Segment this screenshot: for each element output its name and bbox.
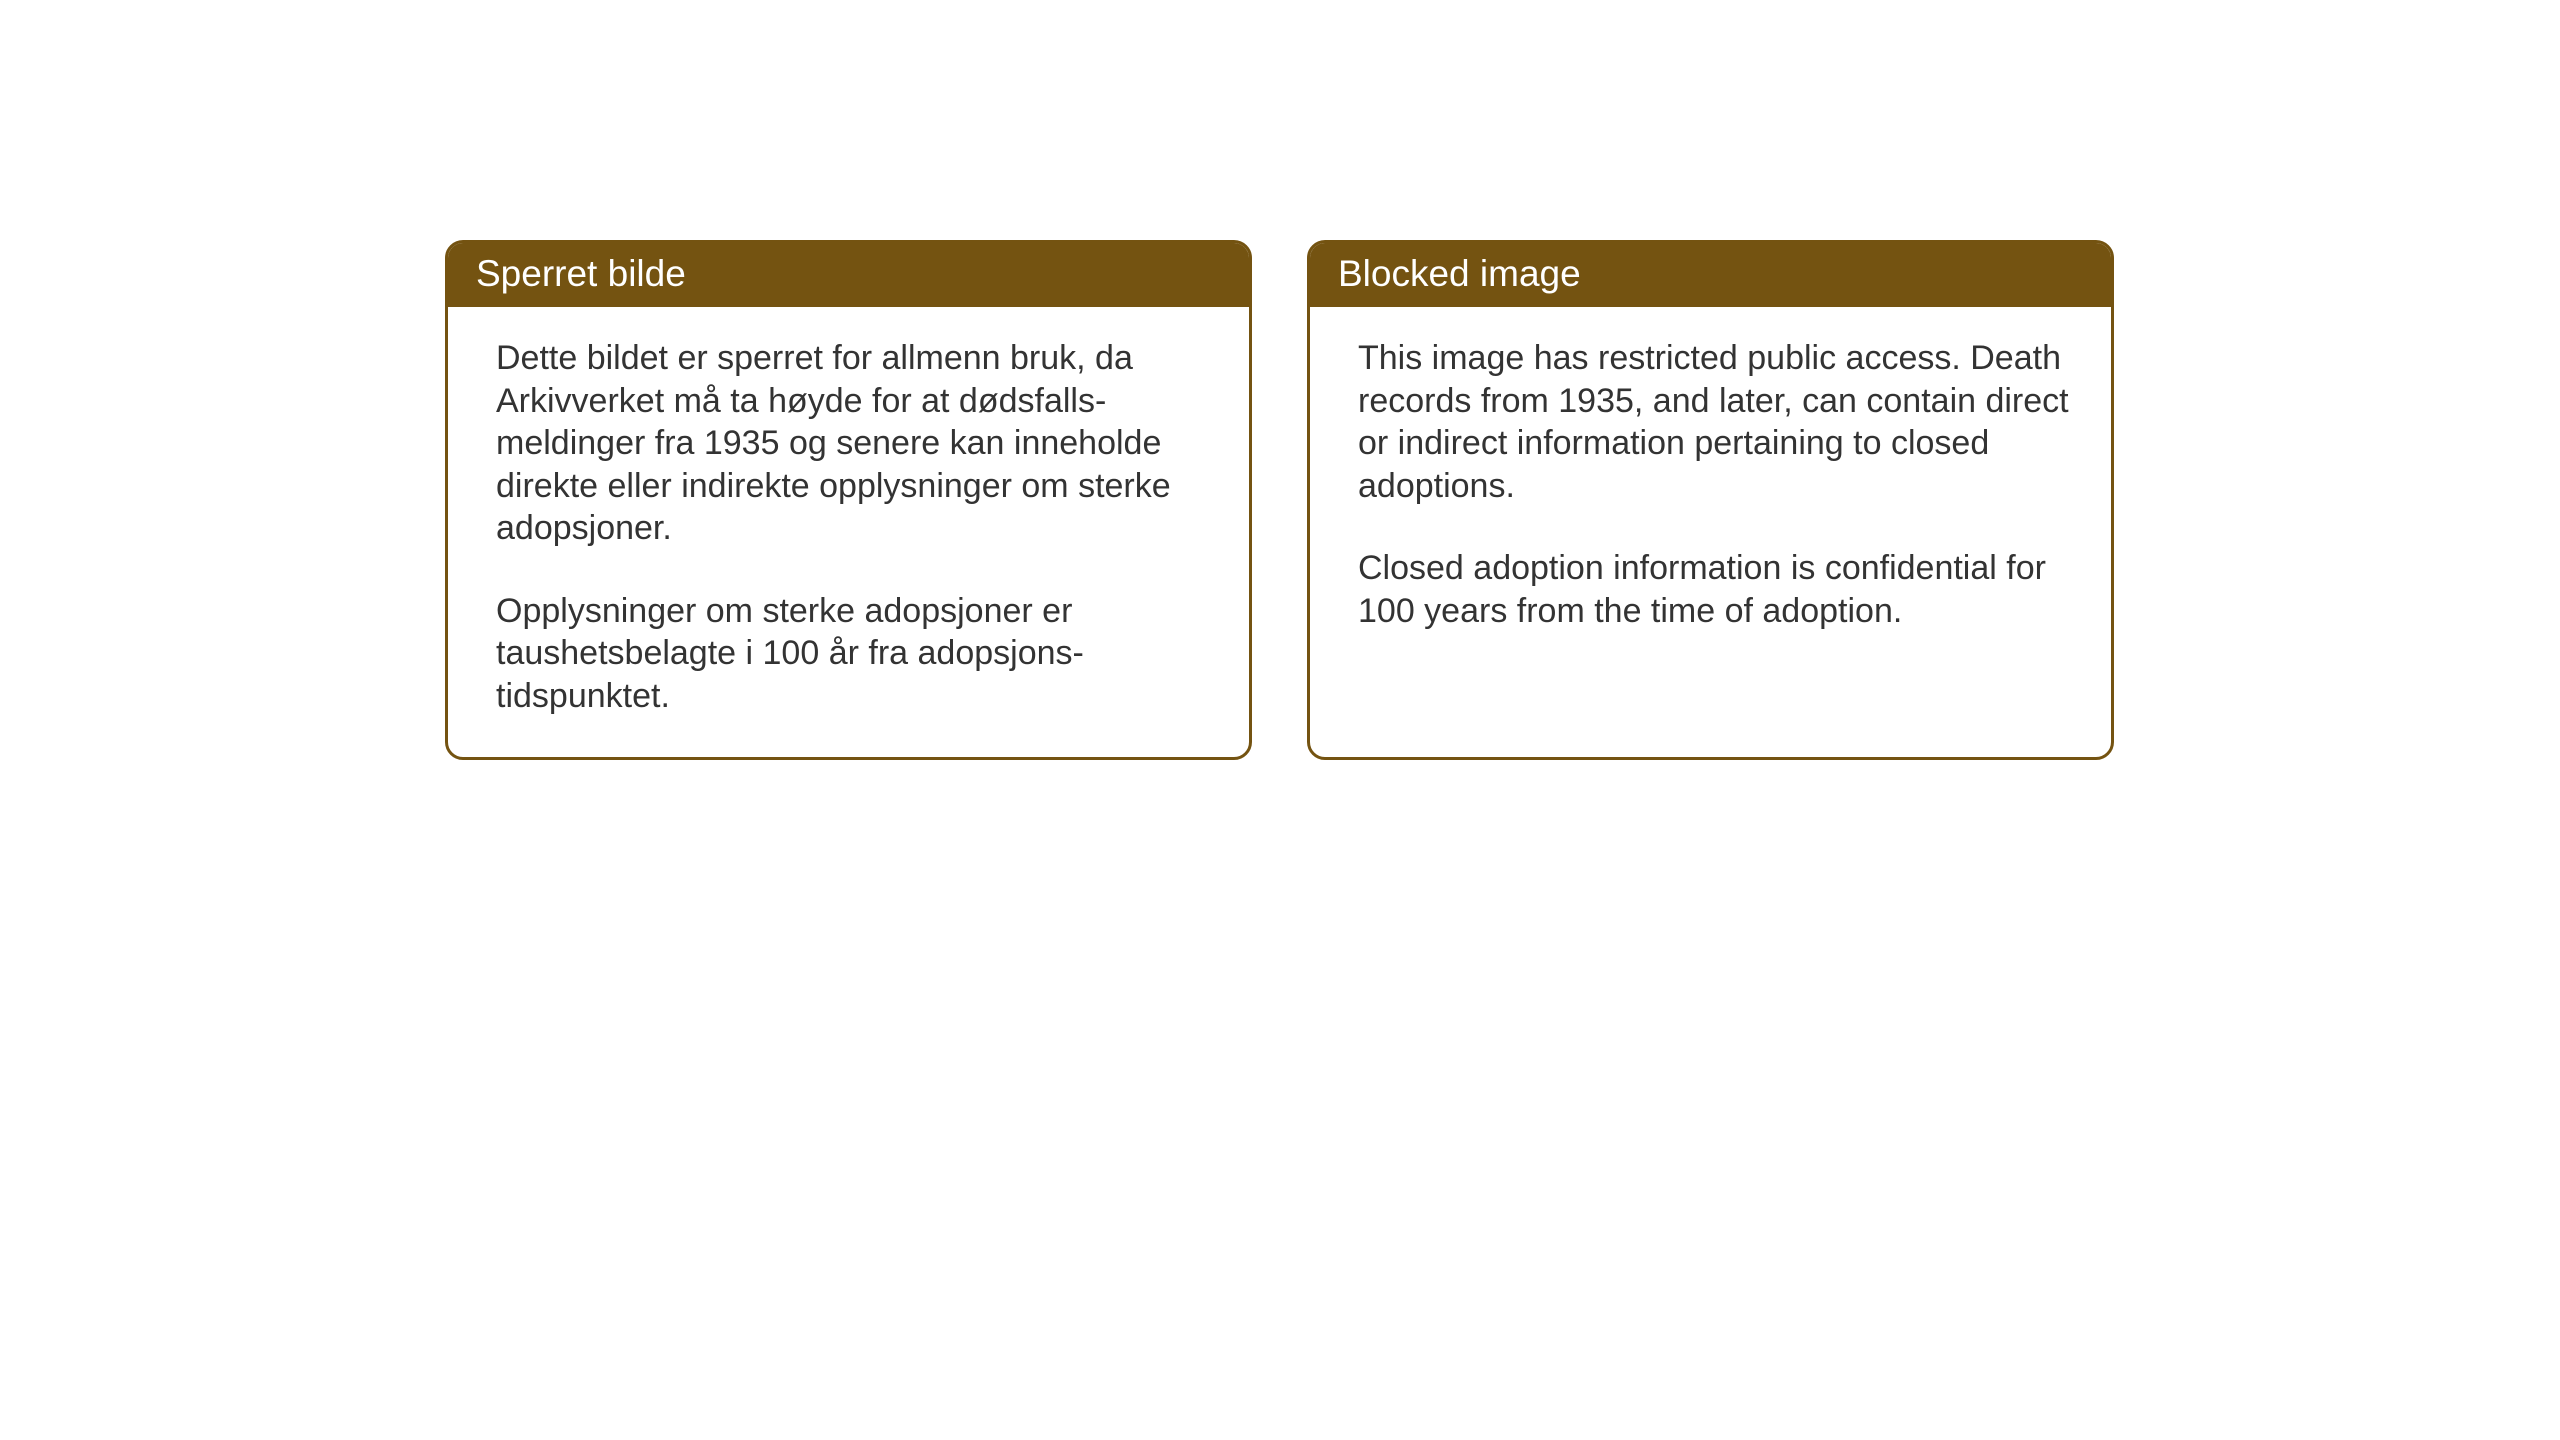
card-title-english: Blocked image [1338,253,1581,294]
card-header-norwegian: Sperret bilde [448,243,1249,307]
card-body-english: This image has restricted public access.… [1310,307,2111,732]
cards-container: Sperret bilde Dette bildet er sperret fo… [0,0,2560,760]
card-paragraph-2-norwegian: Opplysninger om sterke adopsjoner er tau… [496,590,1209,718]
card-paragraph-1-norwegian: Dette bildet er sperret for allmenn bruk… [496,337,1209,550]
card-paragraph-1-english: This image has restricted public access.… [1358,337,2071,507]
card-header-english: Blocked image [1310,243,2111,307]
card-body-norwegian: Dette bildet er sperret for allmenn bruk… [448,307,1249,757]
card-title-norwegian: Sperret bilde [476,253,686,294]
card-english: Blocked image This image has restricted … [1307,240,2114,760]
card-paragraph-2-english: Closed adoption information is confident… [1358,547,2071,632]
card-norwegian: Sperret bilde Dette bildet er sperret fo… [445,240,1252,760]
